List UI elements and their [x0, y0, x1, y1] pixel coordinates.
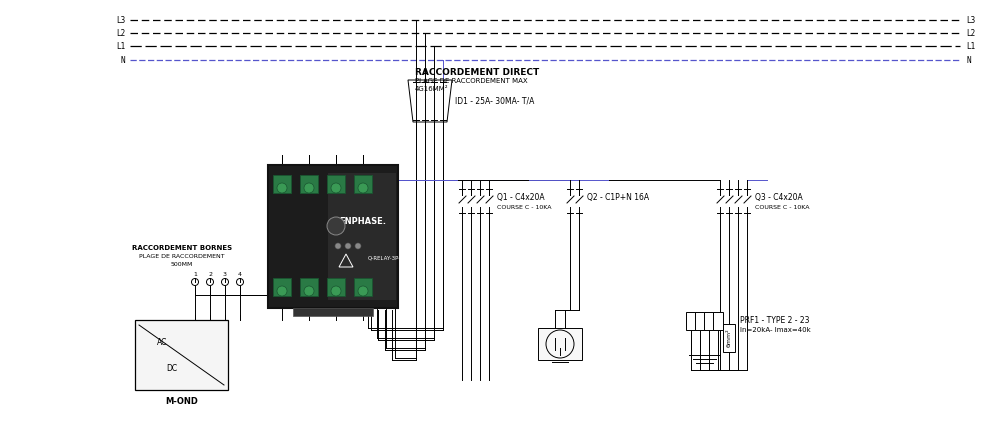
Text: AC: AC	[157, 337, 167, 346]
Text: 6mm²: 6mm²	[726, 327, 732, 349]
Circle shape	[277, 183, 287, 193]
Text: DC: DC	[166, 363, 177, 372]
Text: PLAGE DE RACCORDEMENT: PLAGE DE RACCORDEMENT	[139, 254, 225, 258]
Text: N: N	[121, 56, 125, 65]
Circle shape	[327, 217, 345, 235]
Text: Q2 - C1P+N 16A: Q2 - C1P+N 16A	[587, 193, 649, 202]
Circle shape	[345, 243, 351, 249]
Bar	[327, 278, 345, 296]
Circle shape	[304, 183, 314, 193]
Text: M-OND: M-OND	[165, 396, 198, 405]
Text: Q1 - C4x20A: Q1 - C4x20A	[497, 193, 544, 202]
Bar	[686, 312, 696, 330]
Text: 6mm²: 6mm²	[726, 329, 731, 347]
Bar	[327, 175, 345, 193]
Bar	[300, 175, 318, 193]
Text: L1: L1	[116, 42, 125, 51]
Text: PLAGE DE RACCORDEMENT MAX: PLAGE DE RACCORDEMENT MAX	[415, 78, 528, 84]
Text: 3: 3	[223, 271, 227, 276]
Bar	[695, 312, 705, 330]
Bar	[704, 312, 714, 330]
Text: RACCORDEMENT DIRECT: RACCORDEMENT DIRECT	[415, 68, 539, 77]
Circle shape	[277, 286, 287, 296]
Text: N: N	[966, 56, 970, 65]
Bar	[268, 165, 398, 308]
Circle shape	[358, 183, 368, 193]
Circle shape	[331, 183, 341, 193]
Text: In=20kA- Imax=40k: In=20kA- Imax=40k	[740, 327, 811, 333]
Bar	[354, 278, 372, 296]
Bar	[300, 278, 318, 296]
Text: 2: 2	[208, 271, 212, 276]
Text: 500MM: 500MM	[171, 262, 194, 267]
Circle shape	[335, 243, 341, 249]
Bar	[135, 320, 228, 390]
Bar	[273, 278, 291, 296]
Circle shape	[358, 286, 368, 296]
Text: 4G16MM²: 4G16MM²	[415, 86, 449, 92]
Bar	[328, 173, 396, 300]
Bar	[713, 312, 723, 330]
Bar	[273, 175, 291, 193]
Bar	[538, 328, 582, 360]
Bar	[293, 308, 373, 316]
Text: 4: 4	[238, 271, 242, 276]
Text: Q-RELAY-3P-INT: Q-RELAY-3P-INT	[368, 255, 410, 260]
Bar	[723, 324, 735, 352]
Text: ENPHASE.: ENPHASE.	[340, 216, 386, 225]
Text: ID1 - 25A- 30MA- T/A: ID1 - 25A- 30MA- T/A	[455, 96, 535, 105]
Circle shape	[331, 286, 341, 296]
Text: Q3 - C4x20A: Q3 - C4x20A	[755, 193, 802, 202]
Text: L2: L2	[116, 29, 125, 38]
Text: COURSE C - 10KA: COURSE C - 10KA	[497, 204, 551, 210]
Bar	[354, 175, 372, 193]
Text: 1: 1	[193, 271, 197, 276]
Text: L3: L3	[116, 16, 125, 25]
Text: L2: L2	[966, 29, 975, 38]
Text: L3: L3	[966, 16, 975, 25]
Text: L1: L1	[966, 42, 975, 51]
Text: RACCORDEMENT BORNES: RACCORDEMENT BORNES	[132, 245, 232, 251]
Text: COURSE C - 10KA: COURSE C - 10KA	[755, 204, 809, 210]
Circle shape	[355, 243, 361, 249]
Circle shape	[304, 286, 314, 296]
Text: PRF1 - TYPE 2 - 23: PRF1 - TYPE 2 - 23	[740, 315, 809, 324]
